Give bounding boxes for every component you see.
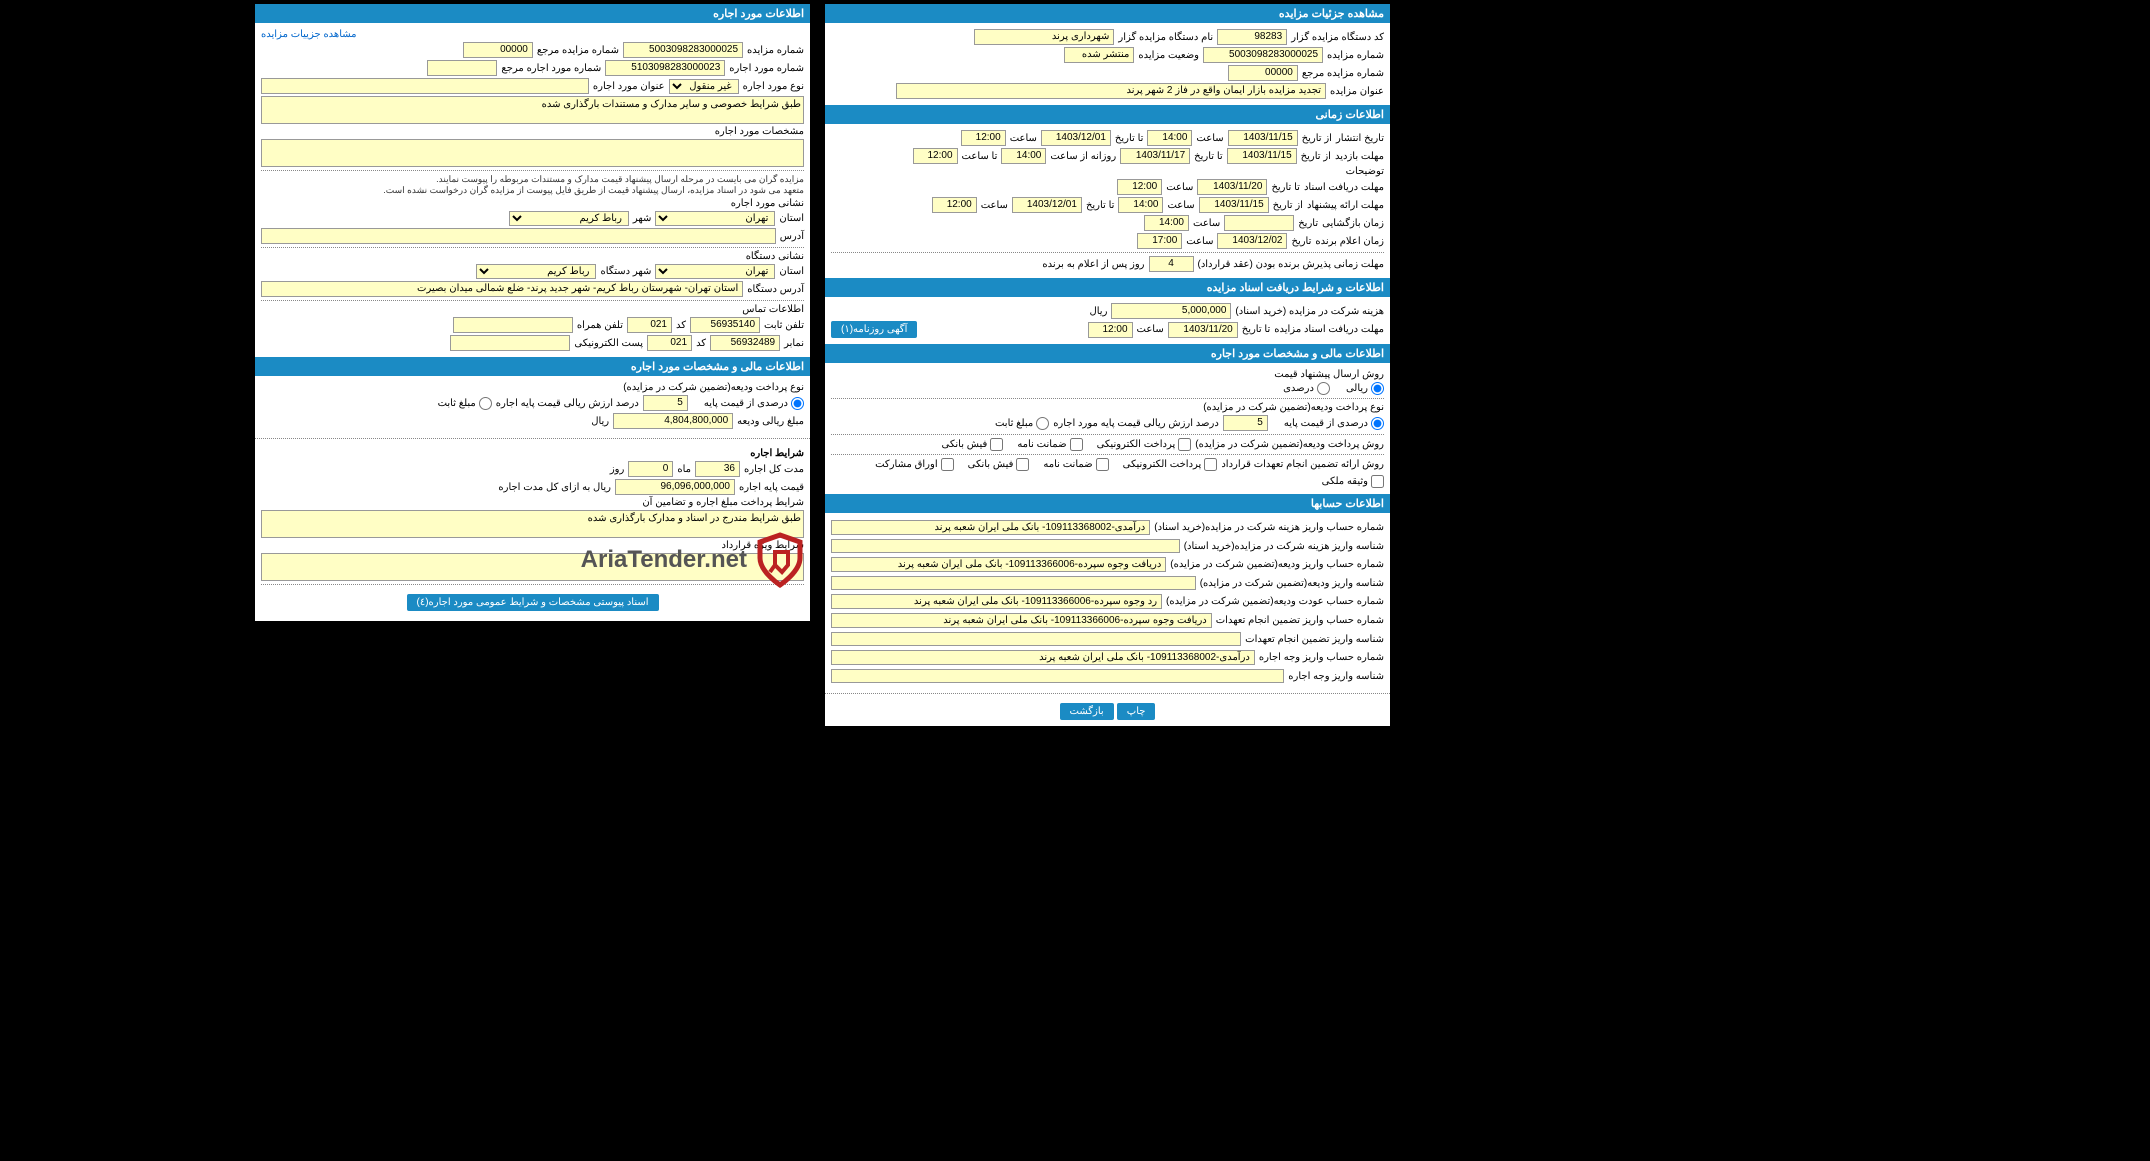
print-button[interactable]: چاپ: [1117, 703, 1156, 720]
field-status: منتشر شده: [1064, 47, 1134, 63]
field-title: تجدید مزایده بازار ایمان واقع در فاز 2 ش…: [896, 83, 1326, 99]
label-ref: شماره مزایده مرجع: [1302, 68, 1384, 79]
logo-watermark: AriaTender.net: [560, 530, 810, 590]
header-accounts: اطلاعات حسابها: [825, 494, 1390, 513]
left-panel: اطلاعات مورد اجاره مشاهده جزییات مزایده …: [255, 4, 810, 621]
province-select[interactable]: تهران: [655, 211, 775, 226]
opt-base-pct[interactable]: درصدی از قیمت پایه: [1284, 417, 1384, 430]
note1: مزایده گران می بایست در مرحله ارسال پیشن…: [261, 174, 804, 185]
header-rental: اطلاعات مورد اجاره: [255, 4, 810, 23]
city-select[interactable]: رباط کریم: [509, 211, 629, 226]
label-code: کد دستگاه مزایده گزار: [1291, 32, 1384, 43]
field-code: 98283: [1217, 29, 1287, 45]
field-ref: 00000: [1228, 65, 1298, 81]
header-left-fin: اطلاعات مالی و مشخصات مورد اجاره: [255, 357, 810, 376]
label-num: شماره مزایده: [1327, 50, 1384, 61]
details-link[interactable]: مشاهده جزییات مزایده: [261, 29, 357, 40]
header-docinfo: اطلاعات و شرایط دریافت اسناد مزایده: [825, 278, 1390, 297]
logo-text: AriaTender.net: [581, 546, 747, 574]
attachments-button[interactable]: اسناد پیوستی مشخصات و شرایط عمومی مورد ا…: [407, 594, 659, 611]
header-time: اطلاعات زمانی: [825, 105, 1390, 124]
back-button[interactable]: بازگشت: [1060, 703, 1114, 720]
field-num: 5003098283000025: [1203, 47, 1323, 63]
header-auction-details: مشاهده جزئیات مزایده: [825, 4, 1390, 23]
field-org: شهرداری پرند: [974, 29, 1114, 45]
label-status: وضعیت مزایده: [1138, 50, 1199, 61]
opt-rial[interactable]: ریالی: [1346, 382, 1384, 395]
type-select[interactable]: غیر منقول: [669, 79, 739, 94]
l-pub: تاریخ انتشار: [1336, 133, 1384, 144]
newspaper-ad-button[interactable]: آگهی روزنامه(۱): [831, 321, 917, 338]
right-panel: مشاهده جزئیات مزایده کد دستگاه مزایده گز…: [825, 4, 1390, 726]
priv-cond: طبق شرایط خصوصی و سایر مدارک و مستندات ب…: [261, 96, 804, 124]
shield-icon: [750, 530, 810, 590]
note2: متعهد می شود در اسناد مزایده، ارسال پیشن…: [261, 185, 804, 196]
label-org: نام دستگاه مزایده گزار: [1118, 32, 1213, 43]
lease-header: شرایط اجاره: [750, 448, 804, 459]
org-province-select[interactable]: تهران: [655, 264, 775, 279]
header-financial: اطلاعات مالی و مشخصات مورد اجاره: [825, 344, 1390, 363]
opt-fixed-r[interactable]: مبلغ ثابت: [995, 417, 1049, 430]
org-city-select[interactable]: رباط کریم: [476, 264, 596, 279]
opt-percent[interactable]: درصدی: [1283, 382, 1330, 395]
label-title: عنوان مزایده: [1330, 86, 1384, 97]
